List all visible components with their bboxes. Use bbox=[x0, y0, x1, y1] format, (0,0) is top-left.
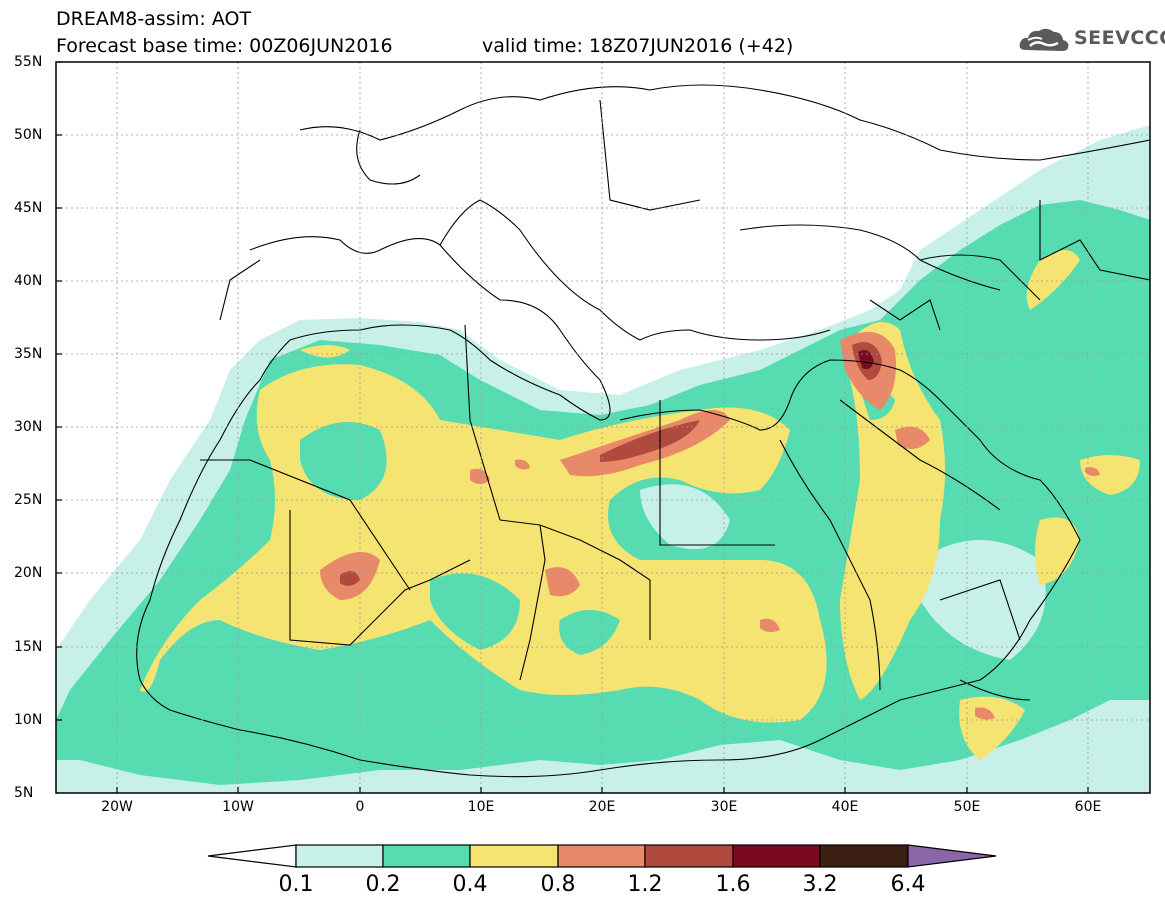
colorbar-segment-0 bbox=[295, 844, 384, 868]
lon-label: 20W bbox=[101, 799, 133, 815]
colorbar-segment-5 bbox=[732, 844, 821, 868]
lon-label: 40E bbox=[831, 799, 859, 815]
colorbar bbox=[207, 844, 997, 868]
colorbar-label: 1.6 bbox=[715, 872, 751, 897]
colorbar-label: 6.4 bbox=[890, 872, 926, 897]
lon-label: 50E bbox=[953, 799, 981, 815]
colorbar-segment-6 bbox=[819, 844, 909, 868]
graticule bbox=[56, 62, 1150, 793]
colorbar-label: 0.2 bbox=[365, 872, 401, 897]
lat-label: 20N bbox=[14, 565, 43, 581]
lon-label: 10E bbox=[467, 799, 495, 815]
colorbar-label: 0.4 bbox=[452, 872, 488, 897]
lon-label: 30E bbox=[710, 799, 738, 815]
map-title: DREAM8-assim: AOT bbox=[56, 8, 252, 30]
logo-text: SEEVCCC bbox=[1074, 27, 1165, 49]
colorbar-segment-under bbox=[207, 844, 297, 868]
lon-label: 0 bbox=[355, 799, 365, 815]
valid-time: valid time: 18Z07JUN2016 (+42) bbox=[482, 35, 794, 57]
lat-label: 45N bbox=[14, 200, 43, 216]
lat-label: 10N bbox=[14, 712, 43, 728]
colorbar-label: 1.2 bbox=[627, 872, 663, 897]
colorbar-segment-4 bbox=[644, 844, 734, 868]
colorbar-segment-over bbox=[907, 844, 997, 868]
lat-label: 15N bbox=[14, 639, 43, 655]
colorbar-label: 0.8 bbox=[540, 872, 576, 897]
aot-band-1.2 bbox=[600, 420, 700, 462]
lat-label: 40N bbox=[14, 273, 43, 289]
lon-label: 20E bbox=[588, 799, 616, 815]
lat-label: 5N bbox=[14, 785, 34, 801]
colorbar-segment-3 bbox=[557, 844, 646, 868]
axis-ticks bbox=[56, 61, 1089, 793]
lat-label: 30N bbox=[14, 419, 43, 435]
lat-label: 35N bbox=[14, 346, 43, 362]
lon-label: 60E bbox=[1074, 799, 1102, 815]
lat-label: 50N bbox=[14, 127, 43, 143]
colorbar-segment-2 bbox=[469, 844, 559, 868]
colorbar-label: 0.1 bbox=[278, 872, 314, 897]
colorbar-segment-1 bbox=[382, 844, 471, 868]
aot-band-1.6 bbox=[858, 349, 874, 370]
lat-label: 55N bbox=[14, 54, 43, 70]
colorbar-label: 3.2 bbox=[802, 872, 838, 897]
forecast-base-time: Forecast base time: 00Z06JUN2016 bbox=[56, 35, 393, 57]
lat-label: 25N bbox=[14, 492, 43, 508]
cloud-icon bbox=[1019, 28, 1069, 51]
lon-label: 10W bbox=[222, 799, 254, 815]
coastlines bbox=[136, 84, 1150, 778]
